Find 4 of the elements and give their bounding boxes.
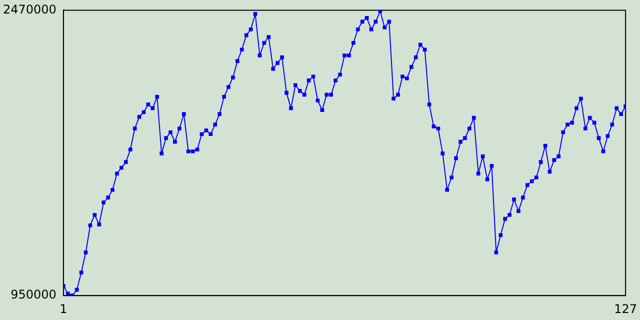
y-tick-label: 950000 (10, 288, 56, 302)
y-tick-label: 2470000 (2, 2, 56, 16)
x-tick-label: 127 (614, 302, 637, 316)
x-tick-label: 1 (60, 302, 68, 316)
